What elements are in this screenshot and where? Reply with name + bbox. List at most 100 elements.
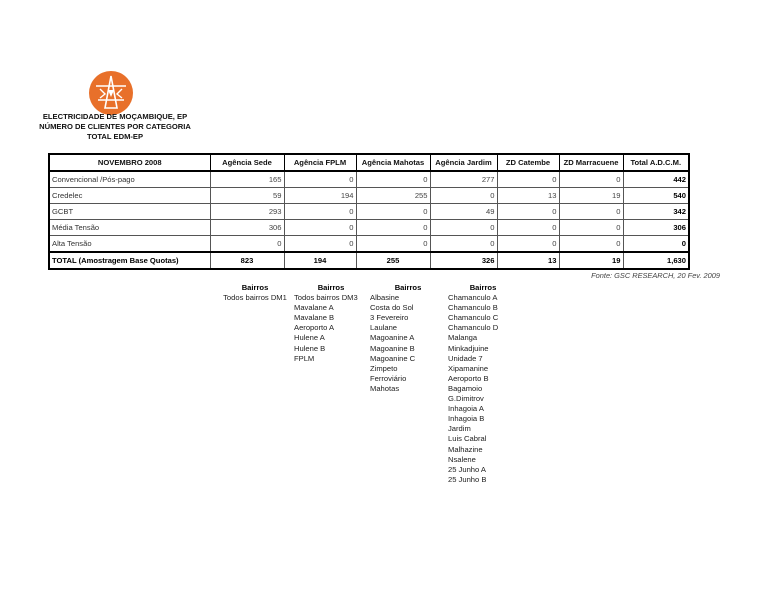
table-cell: 0 [558,235,624,253]
bairro-item: 25 Junho B [448,474,487,484]
total-cell: 19 [558,251,624,270]
total-cell: 1,630 [622,251,690,270]
bairro-item: Malanga [448,333,478,343]
column-header: Agência Mahotas [355,153,431,172]
table-cell: 0 [558,219,624,236]
table-cell: 49 [429,203,498,220]
bairro-item: Xipamanine [448,363,489,373]
table-cell: 442 [622,170,690,188]
edm-logo-icon [89,71,133,115]
column-header: ZD Catembe [496,153,560,172]
table-cell: 165 [209,170,285,188]
table-cell: 13 [496,187,560,204]
bairro-item: Hulene B [294,343,326,353]
company-name: ELECTRICIDADE DE MOÇAMBIQUE, EP [42,112,188,121]
bairro-item: Chamanculo B [448,303,498,313]
bairros-header: Bairros [469,283,497,292]
table-cell: 0 [496,219,560,236]
table-cell: 306 [209,219,285,236]
table-cell: 0 [283,170,357,188]
source-note: Fonte: GSC RESEARCH, 20 Fev. 2009 [591,271,720,280]
bairros-header: Bairros [241,283,269,292]
table-cell: 306 [622,219,690,236]
row-label: Alta Tensão [48,235,211,253]
bairro-item: 25 Junho A [448,464,487,474]
row-label: Credelec [48,187,211,204]
bairro-item: Todos bairros DM1 [223,293,287,303]
table-cell: 0 [355,235,431,253]
table-cell: 0 [496,203,560,220]
table-cell: 0 [496,235,560,253]
bairro-item: Mahotas [370,383,400,393]
column-header: Agência Sede [209,153,285,172]
bairro-item: Unidade 7 [448,353,483,363]
bairro-item: Albasine [370,293,400,303]
total-cell: 194 [283,251,357,270]
table-cell: 255 [355,187,431,204]
table-cell: 0 [355,219,431,236]
row-label: Média Tensão [48,219,211,236]
column-header: Agência Jardim [429,153,498,172]
bairro-item: Todos bairros DM3 [294,293,358,303]
table-row: Convencional /Pós-pago 165 0 0 277 0 0 442 [48,170,690,188]
table-cell: 0 [355,203,431,220]
total-label: TOTAL (Amostragem Base Quotas) [48,251,211,270]
bairro-item: Mavalane A [294,303,334,313]
report-subtitle: TOTAL EDM-EP [86,132,144,141]
table-row: Credelec 59 194 255 0 13 19 540 [48,187,690,204]
table-cell: 0 [209,235,285,253]
bairro-item: Magoanine B [370,343,415,353]
total-cell: 326 [429,251,498,270]
report-heading: ELECTRICIDADE DE MOÇAMBIQUE, EP NÚMERO D… [0,112,230,142]
total-row: TOTAL (Amostragem Base Quotas) 823 194 255 3… [48,251,690,270]
table-cell: 293 [209,203,285,220]
bairro-item: G.Dimitrov [448,394,484,404]
table-cell: 0 [429,219,498,236]
column-header: Total A.D.C.M. [622,153,690,172]
bairros-column-4: Bairros Chamanculo A Chamanculo B Chamancul… [448,283,518,485]
table-row: Média Tensão 306 0 0 0 0 0 306 [48,219,690,236]
bairro-item: Malhazine [448,444,483,454]
table-cell: 540 [622,187,690,204]
bairro-item: FPLM [294,353,315,363]
table-cell: 0 [283,203,357,220]
bairro-item: Hulene A [294,333,325,343]
table-cell: 0 [283,219,357,236]
table-cell: 194 [283,187,357,204]
table-cell: 0 [496,170,560,188]
bairros-header: Bairros [317,283,345,292]
bairros-header: Bairros [394,283,422,292]
column-header: ZD Marracuene [558,153,624,172]
bairro-item: Chamanculo C [448,313,499,323]
clients-table: NOVEMBRO 2008 Agência Sede Agência FPLM Agê… [48,153,690,270]
column-header: NOVEMBRO 2008 [48,153,211,172]
table-cell: 59 [209,187,285,204]
bairro-item: Jardim [448,424,471,434]
bairro-item: Inhagoia B [448,414,485,424]
bairro-item: Chamanculo D [448,323,499,333]
table-cell: 0 [429,187,498,204]
bairro-item: Chamanculo A [448,293,498,303]
total-cell: 13 [496,251,560,270]
table-cell: 0 [429,235,498,253]
bairro-item: Nsalene [448,454,476,464]
table-header-row: NOVEMBRO 2008 Agência Sede Agência FPLM Agê… [48,153,690,172]
bairros-column-3: Bairros Albasine Costa do Sol 3 Fevereiro La… [370,283,446,394]
row-label: GCBT [48,203,211,220]
bairro-item: Ferroviário [370,373,407,383]
bairro-item: Mavalane B [294,313,335,323]
bairro-item: Inhagoia A [448,404,484,414]
bairro-item: Costa do Sol [370,303,414,313]
table-cell: 0 [283,235,357,253]
report-title: NÚMERO DE CLIENTES POR CATEGORIA [39,122,191,131]
bairro-item: 3 Fevereiro [370,313,409,323]
table-cell: 277 [429,170,498,188]
row-label: Convencional /Pós-pago [48,170,211,188]
bairros-column-2: Bairros Todos bairros DM3 Mavalane A Mavala… [294,283,368,364]
bairro-item: Minkadjuine [448,343,489,353]
bairro-item: Zimpeto [370,363,398,373]
total-cell: 823 [209,251,285,270]
bairros-section: Bairros Todos bairros DM1 Bairros Todos ba… [48,283,728,503]
table-cell: 0 [558,170,624,188]
